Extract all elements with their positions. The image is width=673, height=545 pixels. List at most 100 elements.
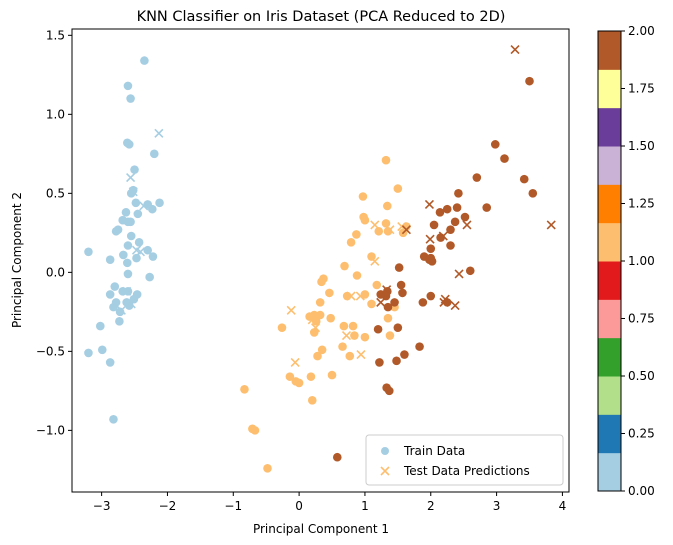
train-point — [145, 272, 154, 282]
plot-background — [72, 29, 569, 492]
train-point — [285, 372, 295, 381]
legend: Train Data Test Data Predictions — [365, 434, 564, 486]
train-point — [97, 345, 107, 355]
train-point — [306, 372, 316, 381]
train-point — [327, 370, 337, 380]
test-point — [450, 300, 460, 311]
train-point — [367, 299, 376, 309]
train-point — [446, 225, 455, 234]
test-point — [128, 187, 138, 197]
train-point — [84, 348, 93, 358]
train-point — [317, 277, 326, 287]
train-point — [367, 252, 376, 261]
train-point — [427, 256, 437, 266]
test-point — [397, 221, 407, 232]
train-point — [381, 219, 391, 228]
train-point — [123, 269, 133, 279]
colorbar-segment — [598, 184, 621, 224]
train-point — [446, 241, 455, 250]
x-tick-label: −3 — [93, 499, 111, 513]
train-point — [525, 76, 534, 86]
colorbar-segment — [598, 222, 621, 262]
test-point — [454, 269, 464, 279]
test-point — [462, 220, 472, 230]
train-point — [124, 140, 134, 149]
train-point — [250, 426, 260, 435]
train-point — [360, 215, 370, 225]
train-point — [429, 220, 439, 230]
train-point — [325, 288, 334, 298]
train-point — [400, 350, 409, 359]
legend-label-train: Train Data — [403, 444, 465, 458]
train-point — [326, 313, 336, 323]
train-point — [132, 253, 141, 263]
y-tick-label: −1.0 — [36, 423, 65, 437]
train-point — [277, 323, 287, 332]
test-point — [286, 305, 296, 315]
train-point — [123, 81, 133, 91]
colorbar-segments — [598, 31, 621, 492]
x-axis-label: Principal Component 1 — [253, 522, 389, 536]
test-point — [154, 128, 164, 138]
train-point — [435, 208, 445, 217]
train-point — [383, 313, 393, 323]
legend-marker-train — [381, 447, 389, 455]
train-point — [358, 192, 368, 201]
x-tick-label: 3 — [493, 499, 501, 513]
train-point — [519, 174, 529, 184]
x-tick-label: 1 — [361, 499, 369, 513]
colorbar-tick-label: 0.25 — [628, 427, 655, 441]
train-point — [263, 463, 272, 473]
train-point — [390, 298, 399, 307]
colorbar-tick-label: 2.00 — [628, 24, 655, 38]
colorbar-tick-label: 0.75 — [628, 312, 655, 326]
train-point — [452, 203, 462, 212]
test-point — [310, 323, 321, 333]
train-point — [415, 342, 424, 351]
colorbar-tick-label: 1.75 — [628, 82, 655, 96]
colorbar-segment — [598, 376, 621, 415]
train-point — [96, 321, 105, 331]
train-point — [490, 140, 500, 149]
colorbar-ticks: 0.00 0.25 0.50 0.75 1.00 1.25 1.50 1.75 2.00 — [621, 24, 655, 498]
train-point — [315, 310, 325, 320]
colorbar-segment — [598, 337, 621, 377]
train-point — [350, 331, 359, 340]
test-point — [116, 305, 126, 315]
train-point — [381, 155, 391, 165]
train-point — [126, 94, 135, 103]
train-point — [393, 184, 403, 193]
train-point — [374, 226, 384, 236]
test-point — [355, 291, 365, 301]
legend-marker-test — [380, 466, 390, 476]
train-point — [123, 287, 133, 296]
test-point — [425, 234, 435, 244]
train-point — [383, 201, 392, 211]
x-axis: −3 −2 −1 0 1 2 3 4 — [93, 492, 566, 513]
test-point — [341, 330, 352, 341]
train-point — [383, 302, 393, 312]
train-point — [376, 290, 386, 299]
test-point — [401, 225, 411, 235]
train-point — [392, 356, 401, 366]
train-point — [317, 345, 327, 355]
points-layer — [84, 44, 556, 473]
colorbar-tick-label: 1.25 — [628, 197, 655, 211]
test-point — [510, 44, 520, 55]
train-point — [345, 351, 355, 361]
x-tick-label: 0 — [295, 499, 303, 513]
train-point — [418, 298, 428, 307]
train-point — [332, 452, 342, 462]
train-point — [394, 263, 404, 272]
train-point — [105, 290, 115, 299]
test-point — [385, 225, 395, 235]
y-axis-label: Principal Component 2 — [10, 192, 24, 328]
colorbar-segment — [598, 107, 621, 147]
test-point — [546, 220, 556, 230]
test-point — [382, 285, 392, 295]
train-point — [126, 231, 136, 241]
y-tick-label: 0.0 — [46, 265, 65, 279]
train-point — [109, 302, 118, 312]
train-point — [143, 245, 153, 255]
train-point — [119, 250, 128, 260]
